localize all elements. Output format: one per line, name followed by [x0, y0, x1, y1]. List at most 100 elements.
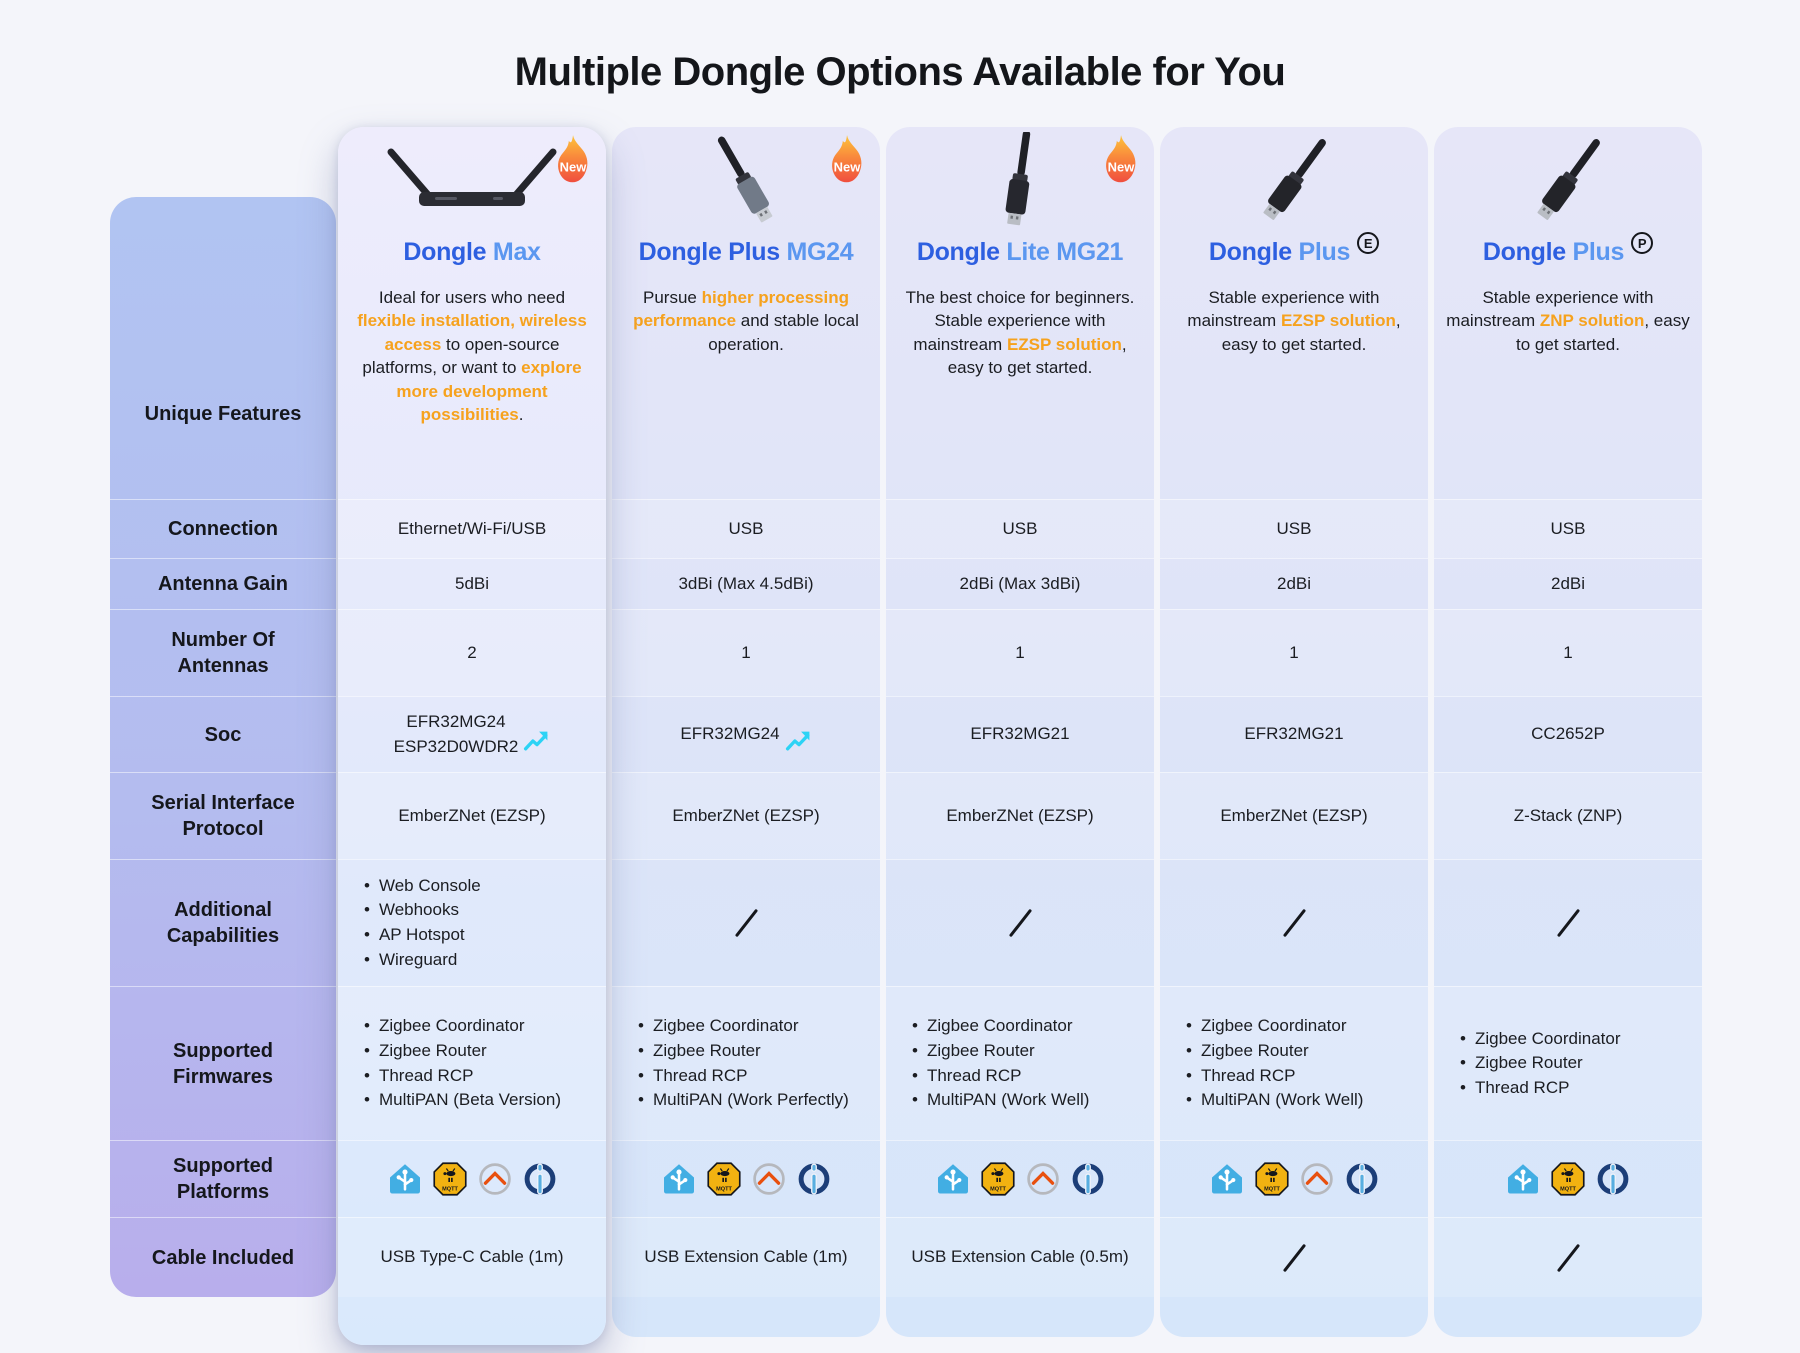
spec-serial-protocol: Z-Stack (ZNP)	[1434, 772, 1702, 859]
spec-value: USB	[1550, 518, 1586, 538]
bullet-item-text: Web Console	[378, 875, 481, 895]
label-column: Unique Features Connection Antenna Gain Num…	[110, 197, 336, 1297]
spec-antenna-gain: 2dBi	[1160, 558, 1428, 609]
bullet-list: Web Console Webhooks AP Hotspot Wireguard	[364, 874, 481, 973]
product-title: Dongle Plus MG24	[612, 232, 880, 272]
svg-text:MQTT: MQTT	[990, 1186, 1006, 1192]
bullet-item-text: MultiPAN (Work Well)	[1200, 1090, 1364, 1110]
spec-number-of-antennas: 2	[338, 609, 606, 696]
platform-icon-home-assistant	[387, 1161, 423, 1197]
spec-serial-protocol: EmberZNet (EZSP)	[612, 772, 880, 859]
product-title-segment: Dongle	[916, 237, 1007, 266]
bullet-item-text: MultiPAN (Work Well)	[926, 1090, 1090, 1110]
description-segment: to open-source platforms, or want to	[362, 334, 560, 378]
spec-cable-included: USB Extension Cable (0.5m)	[886, 1217, 1154, 1297]
new-badge: New	[548, 133, 598, 189]
bullet-item: Webhooks	[364, 898, 459, 923]
spec-value: 2dBi	[1550, 573, 1586, 593]
spec-connection: USB	[886, 499, 1154, 558]
not-applicable-slash	[1556, 1243, 1580, 1272]
row-label-text: Antenna Gain	[157, 573, 288, 595]
product-title: Dongle Lite MG21	[886, 232, 1154, 272]
product-title-segment: Dongle	[1482, 237, 1573, 266]
platform-icon-zigbee2mqtt: MQTT	[1550, 1161, 1586, 1197]
bullet-item-text: Zigbee Coordinator	[1200, 1016, 1347, 1036]
bullet-item: Thread RCP	[1186, 1064, 1295, 1089]
flame-icon: New	[832, 135, 862, 183]
platform-icon-home-assistant	[935, 1161, 971, 1197]
spec-additional-capabilities	[1160, 859, 1428, 986]
row-label-connection: Connection	[110, 499, 336, 558]
bullet-item: Zigbee Router	[912, 1039, 1035, 1064]
platform-icon-iobroker	[522, 1161, 558, 1197]
spec-value: 5dBi	[454, 573, 490, 593]
platform-icon-openhab	[477, 1161, 513, 1197]
bullet-item: Zigbee Router	[1186, 1039, 1309, 1064]
bullet-item-text: Zigbee Router	[1474, 1053, 1583, 1073]
soc-line: ESP32D0WDR2	[393, 736, 519, 756]
product-description: The best choice for beginners. Stable ex…	[886, 272, 1154, 499]
spec-value: USB Extension Cable (0.5m)	[911, 1247, 1129, 1267]
bullet-list: Zigbee Coordinator Zigbee Router Thread RC…	[364, 1014, 561, 1113]
bullet-item: Zigbee Coordinator	[912, 1014, 1073, 1039]
spec-additional-capabilities: Web Console Webhooks AP Hotspot Wireguard	[338, 859, 606, 986]
spec-serial-protocol: EmberZNet (EZSP)	[1160, 772, 1428, 859]
bullet-item-text: Zigbee Coordinator	[652, 1016, 799, 1036]
comparison-table: New Dongle Max Ideal for users who need fl…	[338, 127, 1702, 1345]
spec-value: 1	[1015, 642, 1025, 662]
platform-icon-zigbee2mqtt: MQTT	[706, 1161, 742, 1197]
row-label-text: Additional Capabilities	[166, 899, 280, 947]
bullet-item: Thread RCP	[638, 1064, 747, 1089]
row-label-text: Supported Firmwares	[172, 1039, 274, 1088]
description-segment: EZSP solution	[1006, 334, 1122, 354]
spec-serial-protocol: EmberZNet (EZSP)	[886, 772, 1154, 859]
row-label-cable: Cable Included	[110, 1217, 336, 1297]
bullet-item-text: Zigbee Coordinator	[926, 1016, 1073, 1036]
description-segment: higher processing performance	[633, 288, 849, 331]
spec-value: 2dBi (Max 3dBi)	[959, 573, 1081, 593]
bullet-item: Web Console	[364, 874, 481, 899]
bullet-item-text: Zigbee Router	[378, 1040, 487, 1060]
bullet-item: MultiPAN (Work Well)	[912, 1088, 1089, 1113]
spec-soc: EFR32MG21	[886, 696, 1154, 772]
new-badge-label: New	[834, 159, 862, 174]
soc-line: EFR32MG24	[406, 711, 506, 731]
description-segment: The best choice for beginners. Stable ex…	[905, 288, 1135, 354]
new-badge: New	[822, 133, 872, 189]
product-title-segment: Max	[492, 237, 541, 266]
bullet-item-text: MultiPAN (Beta Version)	[378, 1090, 561, 1110]
soc-lines: EFR32MG21	[1244, 722, 1343, 747]
spec-value: 3dBi (Max 4.5dBi)	[678, 573, 814, 593]
description-segment: Ideal for users who need	[378, 288, 566, 307]
soc-line: EFR32MG21	[970, 724, 1070, 744]
soc-value-group: EFR32MG24 ESP32D0WDR2	[394, 710, 551, 759]
product-description: Pursue higher processing performance and…	[612, 272, 880, 499]
spec-cable-included: USB Type-C Cable (1m)	[338, 1217, 606, 1297]
product-image-dongle-plus-p	[1434, 127, 1702, 232]
soc-line: EFR32MG24	[680, 724, 780, 744]
product-title: Dongle Plus E	[1160, 232, 1428, 272]
not-applicable-slash	[1008, 908, 1032, 938]
product-title: Dongle Plus P	[1434, 232, 1702, 272]
page-title: Multiple Dongle Options Available for Yo…	[514, 50, 1286, 94]
row-label-text: Number Of Antennas	[171, 629, 275, 677]
spec-supported-platforms: MQTT	[1434, 1140, 1702, 1217]
svg-text:MQTT: MQTT	[442, 1186, 458, 1192]
spec-cable-included	[1160, 1217, 1428, 1297]
row-label-serial_protocol: Serial Interface Protocol	[110, 772, 336, 859]
spec-number-of-antennas: 1	[612, 609, 880, 696]
spec-value: USB	[1276, 518, 1312, 538]
product-description: Ideal for users who need flexible instal…	[338, 272, 606, 499]
soc-lines: CC2652P	[1531, 722, 1605, 747]
bullet-list: Zigbee Coordinator Zigbee Router Thread RC…	[1460, 1027, 1621, 1101]
row-label-unique_features: Unique Features	[110, 197, 336, 499]
product-card-dongle-plus-p: Dongle Plus P Stable experience with mains…	[1434, 127, 1702, 1337]
bullet-item: Thread RCP	[364, 1064, 473, 1089]
product-description: Stable experience with mainstream ZNP so…	[1434, 272, 1702, 499]
product-title-segment: Lite MG21	[1006, 237, 1124, 266]
bullet-list: Zigbee Coordinator Zigbee Router Thread RC…	[912, 1014, 1089, 1113]
row-label-additional: Additional Capabilities	[110, 859, 336, 986]
spec-value: EmberZNet (EZSP)	[946, 805, 1094, 825]
platform-icon-zigbee2mqtt: MQTT	[432, 1161, 468, 1197]
product-title-segment: Dongle Plus	[638, 237, 787, 266]
